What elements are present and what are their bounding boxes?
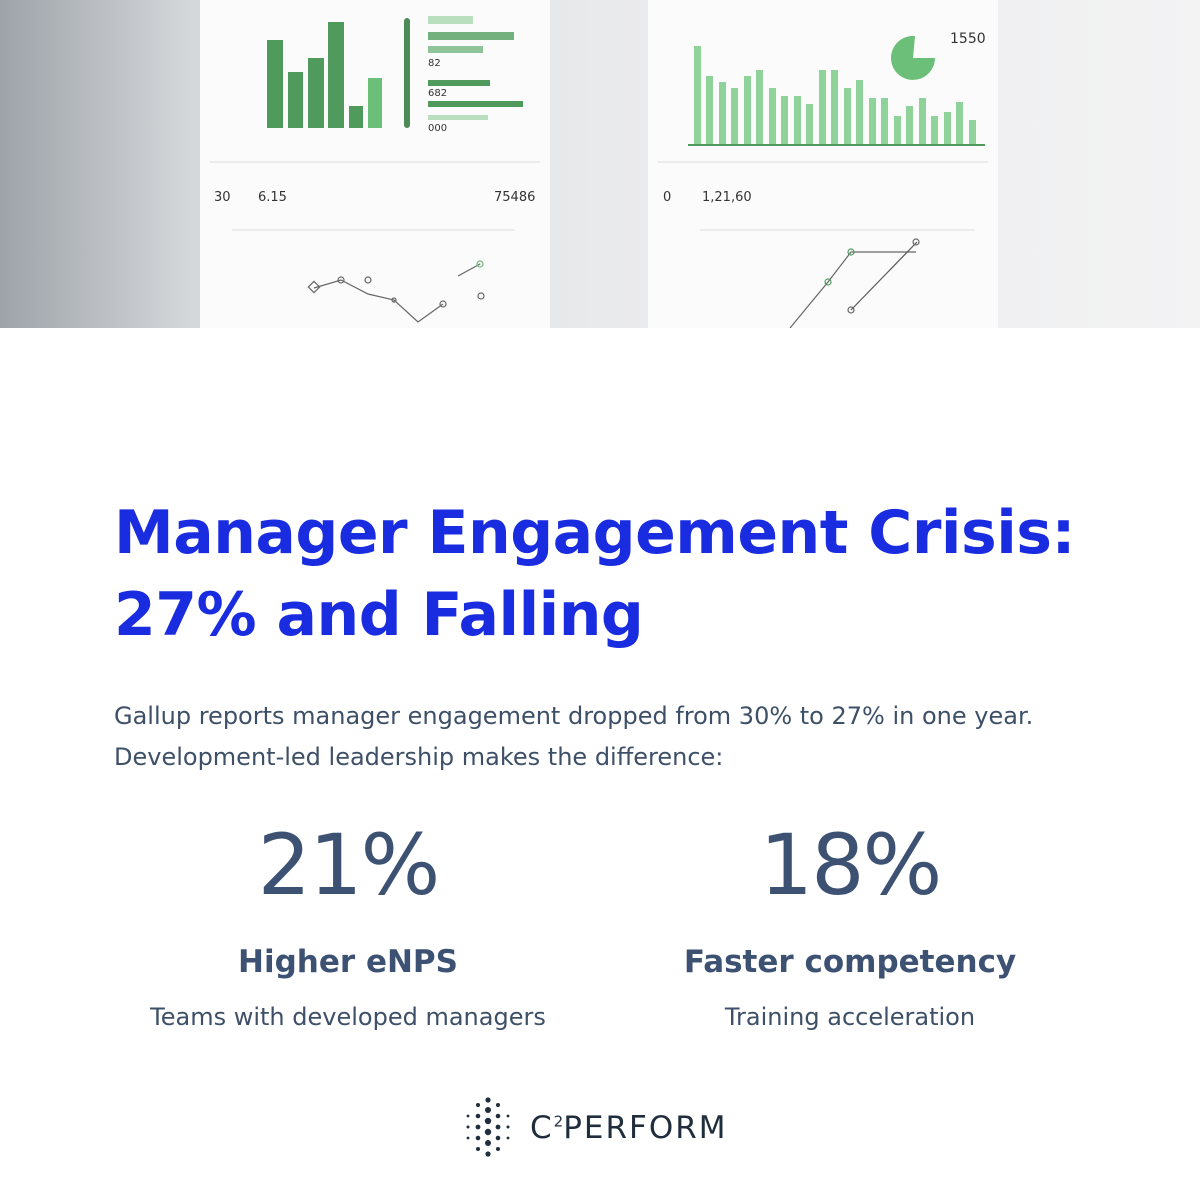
brand-letter: C — [530, 1110, 554, 1146]
title: Manager Engagement Crisis: 27% and Falli… — [114, 492, 1075, 656]
intro-line: Gallup reports manager engagement droppe… — [114, 702, 1034, 730]
line-decor — [307, 238, 920, 328]
intro-line: Development-led leadership makes the dif… — [114, 743, 724, 771]
hero-labels: 1550 30 6.15 75486 0 1,21,60 82 682 000 — [214, 31, 986, 205]
hero-text: 1,21,60 — [702, 190, 752, 205]
hero-text: 82 — [428, 58, 441, 69]
dashboard-panel — [648, 0, 998, 328]
stat-figure: 21% — [257, 816, 441, 914]
bar-decor — [688, 35, 985, 146]
brand-logo: C2PERFORM — [460, 1096, 728, 1160]
stat-figure: 18% — [759, 816, 943, 914]
intro: Gallup reports manager engagement droppe… — [114, 696, 1033, 778]
title-line: 27% and Falling — [114, 580, 644, 650]
hero-text: 75486 — [494, 190, 535, 205]
hero-background — [0, 0, 1200, 328]
bar-decor — [267, 16, 523, 128]
hero-text: 1550 — [950, 31, 986, 47]
brand-superscript: 2 — [553, 1112, 564, 1131]
stat-label: Faster competency — [683, 944, 1017, 980]
hero-text: 6.15 — [258, 190, 287, 205]
stat-caption: Training acceleration — [724, 1003, 976, 1031]
stat-caption: Teams with developed managers — [150, 1003, 546, 1031]
stat: 18% Faster competency Training accelerat… — [600, 815, 1100, 1032]
brand-name: C2PERFORM — [530, 1110, 728, 1146]
stat: 21% Higher eNPS Teams with developed man… — [98, 815, 598, 1032]
panel-divider — [210, 161, 988, 231]
dashboard-panel — [200, 0, 550, 328]
hero-text: 0 — [663, 190, 671, 205]
logo-icon — [466, 1097, 510, 1157]
brand-word: PERFORM — [563, 1110, 728, 1146]
title-line: Manager Engagement Crisis: — [114, 498, 1075, 568]
stat-label: Higher eNPS — [238, 944, 458, 980]
hero-text: 000 — [428, 123, 447, 134]
hero-image: 1550 30 6.15 75486 0 1,21,60 82 682 000 — [0, 0, 1200, 328]
hero-text: 30 — [214, 190, 231, 205]
hero-text: 682 — [428, 88, 447, 99]
